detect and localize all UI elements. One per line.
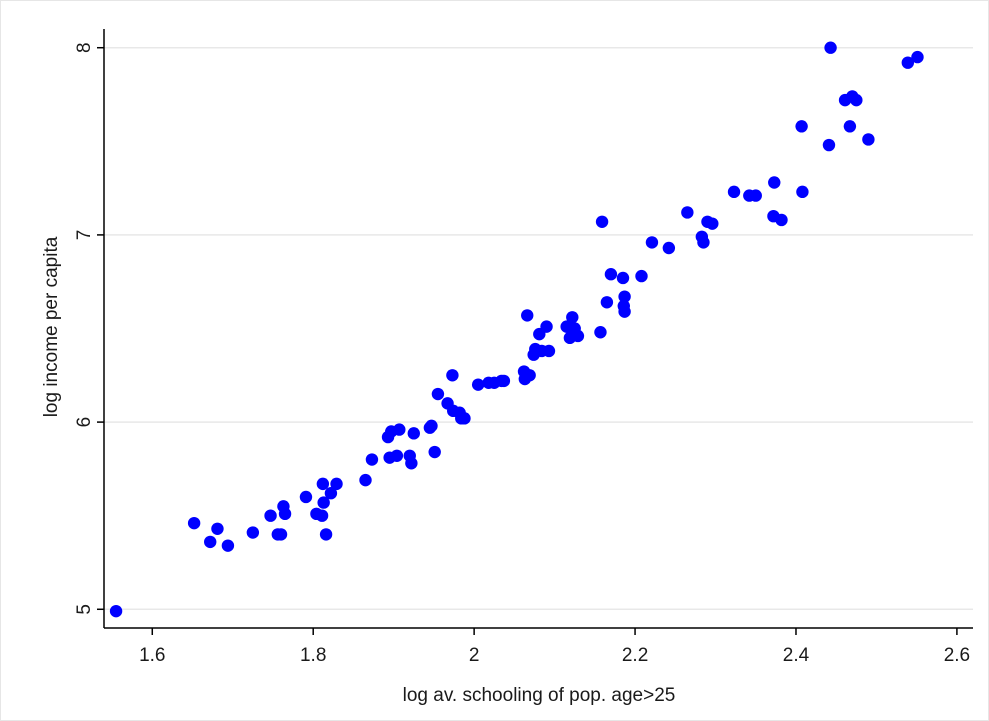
data-point-0-58 (571, 329, 585, 343)
data-point-0-61 (600, 296, 614, 309)
data-point-0-62 (604, 268, 618, 281)
data-point-0-10 (278, 507, 292, 521)
data-point-0-52 (540, 320, 553, 333)
data-point-0-24 (390, 449, 404, 462)
data-point-0-56 (566, 311, 579, 324)
data-point-0-32 (431, 387, 445, 401)
data-point-0-8 (274, 528, 288, 541)
data-point-0-38 (458, 412, 471, 425)
x-tick-label-4: 2.4 (783, 645, 810, 666)
y-tick-label-1: 6 (74, 417, 95, 428)
data-point-0-88 (850, 93, 863, 107)
data-point-0-31 (428, 445, 441, 459)
data-point-0-74 (706, 217, 719, 230)
data-point-0-66 (618, 290, 631, 303)
axes (103, 29, 973, 629)
data-point-0-4 (221, 539, 235, 552)
x-tick-label-1: 1.8 (300, 645, 326, 666)
data-point-0-17 (324, 487, 338, 500)
data-point-0-80 (775, 213, 788, 227)
data-points (109, 41, 924, 618)
data-point-0-72 (697, 236, 710, 249)
data-point-0-75 (727, 185, 741, 199)
data-point-0-59 (594, 326, 607, 339)
data-point-0-83 (822, 138, 836, 152)
data-point-0-86 (843, 120, 857, 133)
data-point-0-70 (681, 206, 694, 219)
x-tick-label-2: 2 (469, 645, 480, 666)
data-point-0-68 (645, 236, 659, 249)
data-point-0-39 (471, 378, 485, 391)
data-point-0-18 (330, 477, 343, 491)
data-point-0-14 (316, 477, 330, 491)
data-point-0-46 (521, 309, 534, 322)
data-point-0-11 (299, 490, 313, 504)
data-point-0-6 (264, 509, 277, 522)
x-axis-ticks: 1.6 1.8 2 2.2 2.4 2.6 (139, 628, 970, 666)
data-point-0-25 (393, 423, 406, 436)
y-tick-label-3: 8 (74, 42, 95, 53)
data-point-0-90 (901, 56, 915, 69)
data-point-0-84 (824, 41, 837, 54)
data-point-0-79 (768, 176, 781, 189)
data-point-0-69 (662, 241, 676, 255)
data-point-0-65 (618, 305, 631, 318)
data-point-0-27 (405, 457, 418, 470)
data-point-0-91 (911, 50, 924, 64)
data-point-0-67 (635, 269, 648, 283)
data-point-0-82 (796, 185, 809, 199)
data-point-0-63 (616, 271, 630, 285)
x-tick-label-3: 2.2 (622, 645, 648, 666)
x-tick-label-0: 1.6 (139, 645, 165, 666)
data-point-0-3 (211, 522, 224, 535)
data-point-0-30 (425, 419, 438, 433)
data-point-0-20 (365, 453, 379, 466)
data-point-0-60 (595, 215, 609, 229)
y-axis-ticks: 5 6 7 8 (74, 42, 104, 615)
data-point-0-15 (317, 496, 330, 509)
data-point-0-43 (497, 374, 511, 388)
y-tick-label-0: 5 (74, 604, 95, 615)
data-point-0-0 (109, 604, 123, 618)
data-point-0-13 (315, 509, 329, 522)
data-point-0-1 (187, 516, 201, 530)
data-point-0-19 (359, 473, 372, 487)
x-tick-label-5: 2.6 (944, 645, 970, 666)
data-point-0-2 (204, 535, 217, 549)
y-axis-label: log income per capita (41, 236, 62, 417)
data-point-0-89 (862, 133, 875, 146)
x-axis-label: log av. schooling of pop. age>25 (403, 685, 676, 706)
data-point-0-28 (407, 427, 420, 440)
data-point-0-53 (542, 344, 556, 358)
data-point-0-34 (446, 369, 459, 382)
data-point-0-81 (795, 120, 808, 133)
data-point-0-16 (319, 528, 333, 541)
y-tick-label-2: 7 (74, 230, 95, 241)
data-point-0-47 (523, 369, 536, 382)
data-point-0-77 (749, 189, 762, 202)
data-point-0-5 (246, 526, 260, 539)
